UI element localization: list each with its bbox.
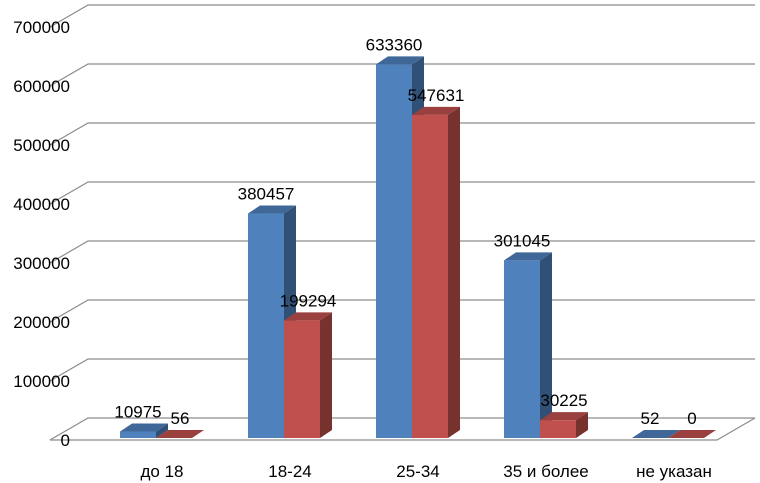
y-tick-label: 100000 (13, 372, 70, 391)
bar-side (668, 429, 680, 438)
y-tick-label: 500000 (13, 136, 70, 155)
bar (284, 312, 332, 438)
data-label: 0 (687, 409, 696, 428)
bar-front (120, 431, 156, 438)
bar-top (284, 312, 332, 321)
bar-side (156, 423, 168, 438)
bar-side (320, 312, 332, 438)
y-tick-label: 400000 (13, 195, 70, 214)
y-tick-label: 0 (61, 431, 70, 450)
bar (540, 412, 588, 438)
data-label: 56 (171, 409, 190, 428)
gridline (49, 122, 755, 146)
bar-top (376, 56, 424, 65)
y-tick-label: 700000 (13, 18, 70, 37)
data-labels: 10975 56 380457 199294 633360 547631 301045 302… (114, 35, 696, 428)
data-label: 301045 (494, 231, 551, 250)
x-tick-label: 18-24 (268, 462, 311, 481)
bar-top (632, 429, 680, 438)
bars (120, 56, 716, 439)
data-label: 547631 (408, 86, 465, 105)
data-label: 52 (641, 409, 660, 428)
bar-front (248, 213, 284, 438)
x-tick-label: до 18 (140, 462, 183, 481)
bar-top (412, 106, 460, 115)
y-axis-ticks: 0 100000 200000 300000 400000 500000 600000 700… (13, 18, 70, 450)
bar-top (668, 430, 716, 438)
bar-top (504, 252, 552, 261)
gridline (49, 4, 755, 28)
bar-front (504, 260, 540, 438)
bar (632, 429, 680, 438)
y-tick-label: 300000 (13, 254, 70, 273)
x-tick-label: 35 и более (503, 462, 589, 481)
gridline (49, 240, 755, 264)
bar-front (376, 64, 412, 438)
bar-front (412, 114, 448, 439)
y-tick-label: 200000 (13, 313, 70, 332)
bar-side (448, 106, 460, 439)
bar-top (156, 429, 204, 438)
bar (412, 106, 460, 439)
x-tick-label: не указан (636, 462, 712, 481)
data-label: 380457 (238, 185, 295, 204)
bar-top (540, 412, 588, 421)
bar-side (192, 429, 204, 438)
gridline (49, 181, 755, 205)
floor-edge (50, 417, 756, 441)
data-label: 199294 (280, 291, 337, 310)
bar-front (284, 320, 320, 438)
gridlines (49, 4, 756, 441)
bar (504, 252, 552, 438)
bar (156, 429, 204, 438)
bar-top (120, 423, 168, 432)
y-tick-label: 600000 (13, 77, 70, 96)
bar (120, 423, 168, 438)
data-label: 10975 (114, 403, 161, 422)
gridline (49, 63, 755, 87)
bar (668, 430, 716, 438)
x-axis-ticks: до 18 18-24 25-34 35 и более не указан (140, 462, 711, 481)
x-tick-label: 25-34 (396, 462, 439, 481)
bar-side (540, 252, 552, 438)
bar-side (576, 412, 588, 438)
data-label: 633360 (366, 35, 423, 54)
data-label: 30225 (540, 391, 587, 410)
bar-top (248, 205, 296, 214)
bar-front (540, 420, 576, 438)
